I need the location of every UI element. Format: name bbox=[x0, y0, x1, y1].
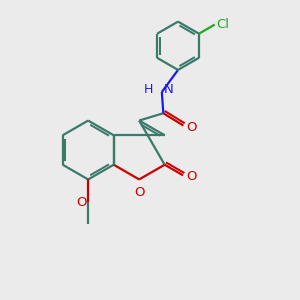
Text: O: O bbox=[186, 121, 197, 134]
Text: H: H bbox=[144, 83, 154, 96]
Text: Cl: Cl bbox=[216, 18, 229, 31]
Text: O: O bbox=[134, 186, 145, 199]
Text: O: O bbox=[187, 170, 197, 183]
Text: N: N bbox=[164, 83, 174, 96]
Text: O: O bbox=[76, 196, 87, 209]
